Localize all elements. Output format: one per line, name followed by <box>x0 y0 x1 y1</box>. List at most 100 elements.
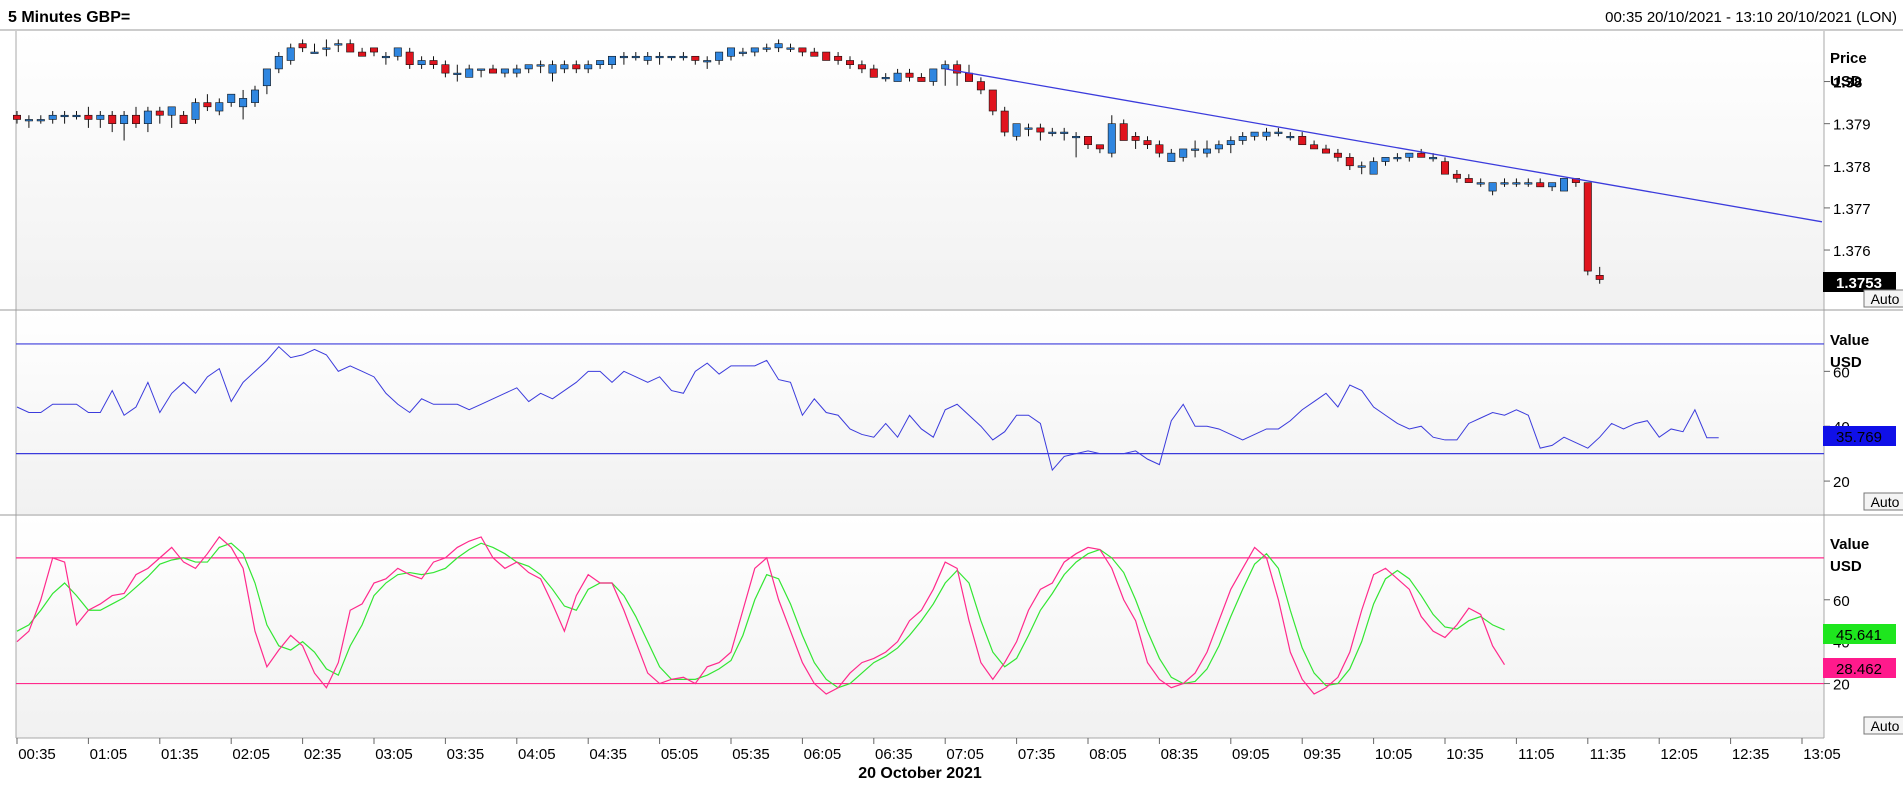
price-last-tag <box>1823 272 1896 292</box>
x-tick-label: 09:35 <box>1303 746 1341 763</box>
x-tick-label: 10:35 <box>1446 746 1484 763</box>
candle-up <box>1405 152 1414 158</box>
candle-down <box>429 60 438 65</box>
stoch-d-last-value: 45.641 <box>1836 627 1882 644</box>
candle-up <box>1191 148 1200 151</box>
candle-down <box>1143 140 1152 146</box>
candle-up <box>239 98 248 108</box>
stochastic-axis-title: Value <box>1830 536 1869 553</box>
candle-up <box>643 55 652 61</box>
candle-up <box>251 89 259 103</box>
candle-up <box>1429 157 1438 160</box>
candle-up <box>893 72 902 82</box>
candle-up <box>381 55 390 59</box>
candle-down <box>489 68 497 74</box>
candle-up <box>262 68 271 87</box>
candle-down <box>965 72 973 82</box>
candle-down <box>1333 152 1342 158</box>
candle-up <box>322 47 331 50</box>
candle-up <box>631 55 640 59</box>
x-tick-label: 02:05 <box>232 746 270 763</box>
stochastic-auto-button[interactable]: Auto <box>1863 716 1903 735</box>
candle-down <box>691 55 700 61</box>
candle-up <box>1548 182 1557 188</box>
candle-up <box>1512 182 1521 185</box>
candle-up <box>310 51 319 54</box>
candle-up <box>667 55 676 59</box>
candle-up <box>1250 131 1259 137</box>
candle-up <box>727 47 735 57</box>
candle-up <box>191 102 200 120</box>
price-axis-unit: USD <box>1830 73 1862 90</box>
x-tick-label: 04:05 <box>518 746 556 763</box>
candle-down <box>1417 152 1426 158</box>
candle-down <box>84 114 93 120</box>
candle-up <box>215 102 224 112</box>
candle-up <box>1238 136 1247 141</box>
x-tick-label: 08:05 <box>1089 746 1127 763</box>
candle-up <box>1060 131 1069 134</box>
candle-up <box>120 114 129 124</box>
candle-up <box>1286 136 1295 139</box>
rsi-axis-unit: USD <box>1830 354 1862 371</box>
date-label: 20 October 2021 <box>858 765 982 782</box>
x-tick-label: 01:35 <box>161 746 199 763</box>
candle-up <box>524 64 533 70</box>
candle-up <box>286 47 295 61</box>
candle-up <box>738 51 747 54</box>
candle-up <box>1048 131 1057 134</box>
candle-up <box>584 64 593 70</box>
candle-down <box>917 77 926 82</box>
price-y-label: 1.376 <box>1833 243 1871 260</box>
candle-down <box>905 72 914 78</box>
candle-up <box>1226 140 1235 146</box>
candle-up <box>48 114 57 120</box>
candle-down <box>1536 182 1545 188</box>
stochastic-k-line <box>16 536 1506 695</box>
rsi-line <box>16 345 1719 472</box>
candle-up <box>453 72 462 75</box>
rsi-last-tag <box>1823 426 1896 446</box>
candle-up <box>393 47 402 57</box>
rsi-auto-button[interactable]: Auto <box>1863 492 1903 511</box>
candle-down <box>132 114 140 124</box>
rsi-last-value: 35.769 <box>1836 429 1882 446</box>
candle-down <box>857 64 866 70</box>
candle-up <box>1179 148 1188 158</box>
candle-down <box>1298 136 1307 146</box>
candle-down <box>405 51 414 65</box>
candle-up <box>1393 157 1402 160</box>
candle-down <box>988 89 997 112</box>
price-auto-button[interactable]: Auto <box>1863 289 1903 308</box>
x-tick-label: 01:05 <box>90 746 128 763</box>
candle-up <box>1214 144 1223 150</box>
candle-up <box>477 68 486 71</box>
candle-up <box>1476 182 1485 185</box>
candle-up <box>1524 182 1533 185</box>
x-tick-label: 13:05 <box>1803 746 1841 763</box>
candle-up <box>60 114 69 118</box>
x-tick-label: 12:35 <box>1732 746 1770 763</box>
rsi-panel <box>16 311 1824 514</box>
stoch-d-last-tag <box>1823 624 1896 644</box>
rsi-axis-title: Value <box>1830 332 1869 349</box>
x-tick-label: 03:05 <box>375 746 413 763</box>
candle-up <box>24 119 33 122</box>
candle-up <box>786 47 795 50</box>
candle-up <box>1274 131 1283 134</box>
candle-down <box>1036 127 1045 133</box>
stochastic-d-line <box>16 542 1505 689</box>
rsi-series <box>16 343 1824 472</box>
candle-down <box>358 51 367 57</box>
candle-down <box>155 110 164 116</box>
candle-down <box>1345 157 1354 167</box>
price-axis-title: Price <box>1830 50 1867 67</box>
candle-up <box>1560 178 1568 192</box>
candle-up <box>881 77 890 80</box>
x-tick-label: 03:35 <box>447 746 485 763</box>
candle-down <box>976 81 985 91</box>
candle-up <box>941 64 950 70</box>
candle-down <box>441 64 450 74</box>
x-tick-label: 09:05 <box>1232 746 1270 763</box>
